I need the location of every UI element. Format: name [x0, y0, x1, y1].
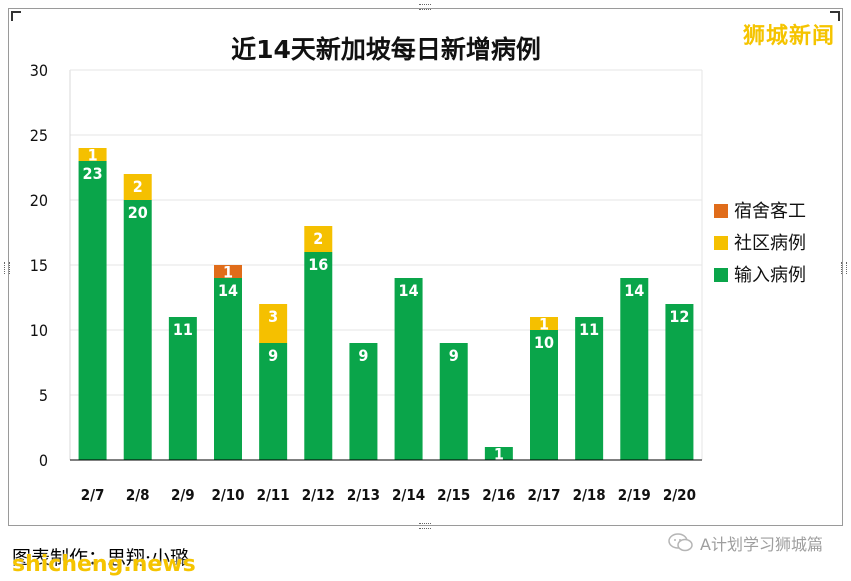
resize-handle-bottom[interactable]: [419, 523, 431, 529]
legend-label: 宿舍客工: [734, 201, 806, 222]
y-tick-label: 5: [39, 386, 48, 405]
data-label: 14: [218, 281, 238, 300]
data-label: 14: [399, 281, 419, 300]
y-tick-label: 25: [30, 126, 48, 145]
frame-corner-top-right: [830, 11, 840, 21]
watermark-top: 狮城新闻: [742, 24, 835, 49]
caption: 图表制作：思翔·小璐: [12, 547, 190, 569]
data-label: 10: [534, 333, 554, 352]
data-label: 16: [308, 255, 328, 274]
y-tick-label: 10: [30, 321, 48, 340]
bar-segment: [123, 200, 152, 460]
data-label: 23: [83, 164, 103, 183]
resize-handle-top[interactable]: [419, 4, 431, 10]
data-label: 12: [669, 307, 689, 326]
legend-label: 社区病例: [734, 233, 806, 254]
x-tick-label: 2/16: [482, 486, 515, 504]
bar-segment: [530, 317, 558, 330]
data-label: 2: [133, 177, 143, 196]
x-tick-label: 2/13: [347, 486, 380, 504]
bar-segment: [214, 265, 242, 278]
site-watermark: shicheng.news: [12, 552, 196, 577]
y-tick-label: 20: [30, 191, 48, 210]
bar-segment: [259, 343, 288, 460]
wechat-account-name: A计划学习狮城篇: [700, 535, 823, 554]
bar-segment: [304, 252, 333, 460]
bar-segment: [123, 174, 152, 200]
wechat-account: A计划学习狮城篇: [668, 531, 823, 555]
gridlines: [70, 69, 702, 396]
x-tick-label: 2/9: [171, 486, 195, 504]
y-tick-label: 0: [39, 451, 48, 470]
bar-segment: [484, 447, 513, 460]
y-axis: 0 5 10 15 20 25 30: [30, 61, 703, 470]
data-label: 1: [494, 445, 504, 464]
y-tick-label: 15: [30, 256, 48, 275]
x-tick-label: 2/20: [663, 486, 696, 504]
data-label: 9: [268, 346, 278, 365]
resize-handle-left[interactable]: [4, 262, 10, 274]
x-tick-label: 2/11: [257, 486, 290, 504]
bar-segment: [349, 343, 378, 460]
bar-segment: [78, 161, 107, 460]
bar-segment: [168, 317, 197, 460]
legend-swatch: [714, 204, 728, 218]
data-label: 9: [358, 346, 368, 365]
data-label: 14: [624, 281, 644, 300]
bar-segment: [214, 278, 242, 460]
x-tick-label: 2/17: [527, 486, 560, 504]
x-tick-label: 2/15: [437, 486, 470, 504]
data-label: 11: [173, 320, 193, 339]
data-label: 1: [223, 263, 233, 282]
data-label: 1: [88, 146, 98, 165]
data-label: 3: [268, 307, 278, 326]
bar-segment: [78, 148, 107, 161]
chart-title: 近14天新加坡每日新增病例: [231, 35, 541, 64]
bar-segment: [665, 304, 694, 460]
bar-segment: [439, 343, 468, 460]
x-tick-label: 2/14: [392, 486, 425, 504]
data-label: 11: [579, 320, 599, 339]
resize-handle-right[interactable]: [841, 262, 847, 274]
frame-corner-top-left: [11, 11, 21, 21]
data-label: 9: [449, 346, 459, 365]
wechat-icon: [668, 533, 693, 552]
y-tick-label: 30: [30, 61, 48, 80]
x-tick-label: 2/19: [618, 486, 651, 504]
data-label: 1: [539, 315, 549, 334]
x-tick-label: 2/10: [211, 486, 244, 504]
legend-swatch: [714, 268, 728, 282]
data-label: 20: [128, 203, 148, 222]
x-axis: 2/7 2/8 2/9 2/10 2/11 2/12 2/13 2/14 2/15 2/16 2/1…: [70, 459, 702, 504]
bar-segment: [620, 278, 649, 460]
x-tick-label: 2/12: [302, 486, 335, 504]
bar-segment: [259, 304, 288, 343]
bar-segment: [394, 278, 423, 460]
bar-segment: [530, 330, 558, 460]
x-tick-label: 2/8: [126, 486, 150, 504]
data-label: 2: [313, 229, 323, 248]
legend-swatch: [714, 236, 728, 250]
x-tick-label: 2/18: [573, 486, 606, 504]
bar-segment: [304, 226, 333, 252]
legend-label: 输入病例: [734, 265, 806, 286]
bar-segment: [575, 317, 604, 460]
x-tick-label: 2/7: [81, 486, 105, 504]
